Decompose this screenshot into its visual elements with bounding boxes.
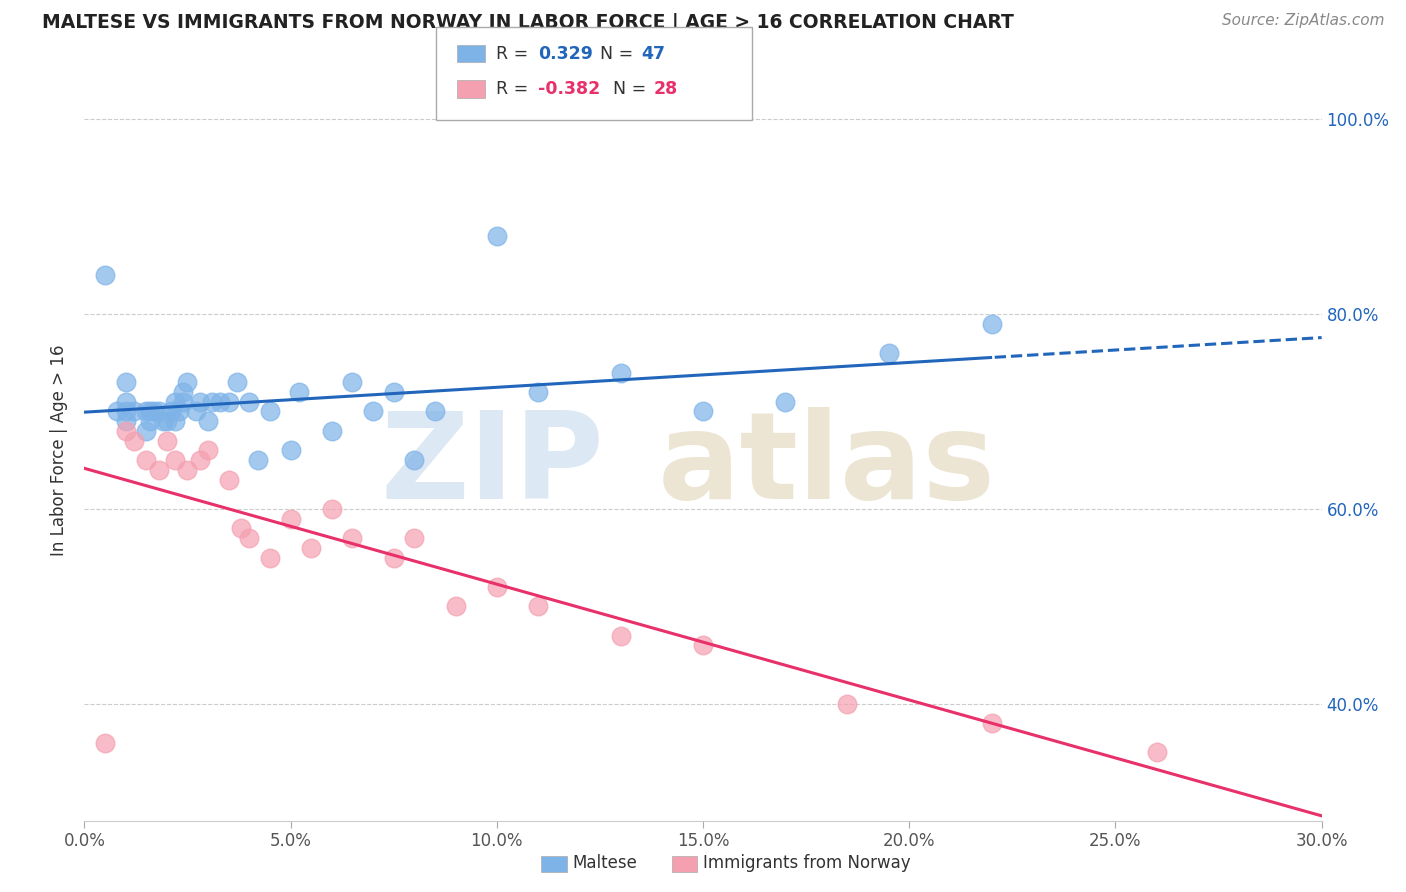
Point <box>321 424 343 438</box>
Point <box>609 629 631 643</box>
Text: Source: ZipAtlas.com: Source: ZipAtlas.com <box>1222 13 1385 29</box>
Text: N =: N = <box>589 45 638 62</box>
Point <box>165 414 187 428</box>
Point <box>238 394 260 409</box>
Point <box>135 404 157 418</box>
Point <box>135 453 157 467</box>
Point <box>321 502 343 516</box>
Point <box>122 404 145 418</box>
Point <box>775 394 797 409</box>
Text: Immigrants from Norway: Immigrants from Norway <box>703 855 911 872</box>
Point <box>165 394 187 409</box>
Point <box>114 414 136 428</box>
Point <box>280 511 302 525</box>
Point <box>94 268 117 282</box>
Point <box>188 394 211 409</box>
Point <box>361 404 384 418</box>
Point <box>485 580 508 594</box>
Point <box>404 453 426 467</box>
Point <box>229 521 252 535</box>
Point <box>527 599 550 614</box>
Point <box>877 346 900 360</box>
Point <box>423 404 446 418</box>
Point <box>172 384 194 399</box>
Text: atlas: atlas <box>658 407 995 524</box>
Point <box>139 404 162 418</box>
Point <box>156 434 179 448</box>
Point <box>197 414 219 428</box>
Point <box>197 443 219 458</box>
Point <box>148 463 170 477</box>
Point <box>114 404 136 418</box>
Text: 28: 28 <box>654 80 678 98</box>
Text: 0.329: 0.329 <box>538 45 593 62</box>
Point <box>114 394 136 409</box>
Text: N =: N = <box>602 80 651 98</box>
Point <box>609 366 631 380</box>
Point <box>165 453 187 467</box>
Point <box>342 376 364 390</box>
Text: 47: 47 <box>641 45 665 62</box>
Point <box>156 414 179 428</box>
Point <box>226 376 249 390</box>
Point <box>94 736 117 750</box>
Point <box>122 434 145 448</box>
Point <box>218 473 240 487</box>
Point <box>184 404 207 418</box>
Point <box>172 394 194 409</box>
Point <box>238 531 260 545</box>
Point <box>837 697 859 711</box>
Text: R =: R = <box>496 80 534 98</box>
Point <box>342 531 364 545</box>
Text: MALTESE VS IMMIGRANTS FROM NORWAY IN LABOR FORCE | AGE > 16 CORRELATION CHART: MALTESE VS IMMIGRANTS FROM NORWAY IN LAB… <box>42 13 1014 33</box>
Point <box>160 404 183 418</box>
Text: Maltese: Maltese <box>572 855 637 872</box>
Point <box>382 384 405 399</box>
Point <box>246 453 269 467</box>
Text: ZIP: ZIP <box>380 407 605 524</box>
Point <box>148 404 170 418</box>
Point <box>1146 746 1168 760</box>
Point <box>143 404 166 418</box>
Point <box>105 404 128 418</box>
Point <box>485 229 508 244</box>
Text: -0.382: -0.382 <box>538 80 600 98</box>
Point <box>259 404 281 418</box>
Point <box>209 394 232 409</box>
Y-axis label: In Labor Force | Age > 16: In Labor Force | Age > 16 <box>51 344 69 557</box>
Point <box>444 599 467 614</box>
Point <box>114 424 136 438</box>
Point <box>139 414 162 428</box>
Point <box>288 384 311 399</box>
Point <box>692 638 714 652</box>
Point <box>176 376 198 390</box>
Point <box>692 404 714 418</box>
Point <box>382 550 405 565</box>
Point <box>201 394 224 409</box>
Point <box>167 404 190 418</box>
Point <box>259 550 281 565</box>
Point <box>980 317 1002 331</box>
Point <box>980 716 1002 731</box>
Point <box>135 424 157 438</box>
Point <box>114 376 136 390</box>
Point <box>152 414 174 428</box>
Point <box>176 463 198 477</box>
Point <box>280 443 302 458</box>
Point <box>299 541 322 555</box>
Point <box>527 384 550 399</box>
Text: R =: R = <box>496 45 534 62</box>
Point <box>218 394 240 409</box>
Point <box>404 531 426 545</box>
Point <box>188 453 211 467</box>
